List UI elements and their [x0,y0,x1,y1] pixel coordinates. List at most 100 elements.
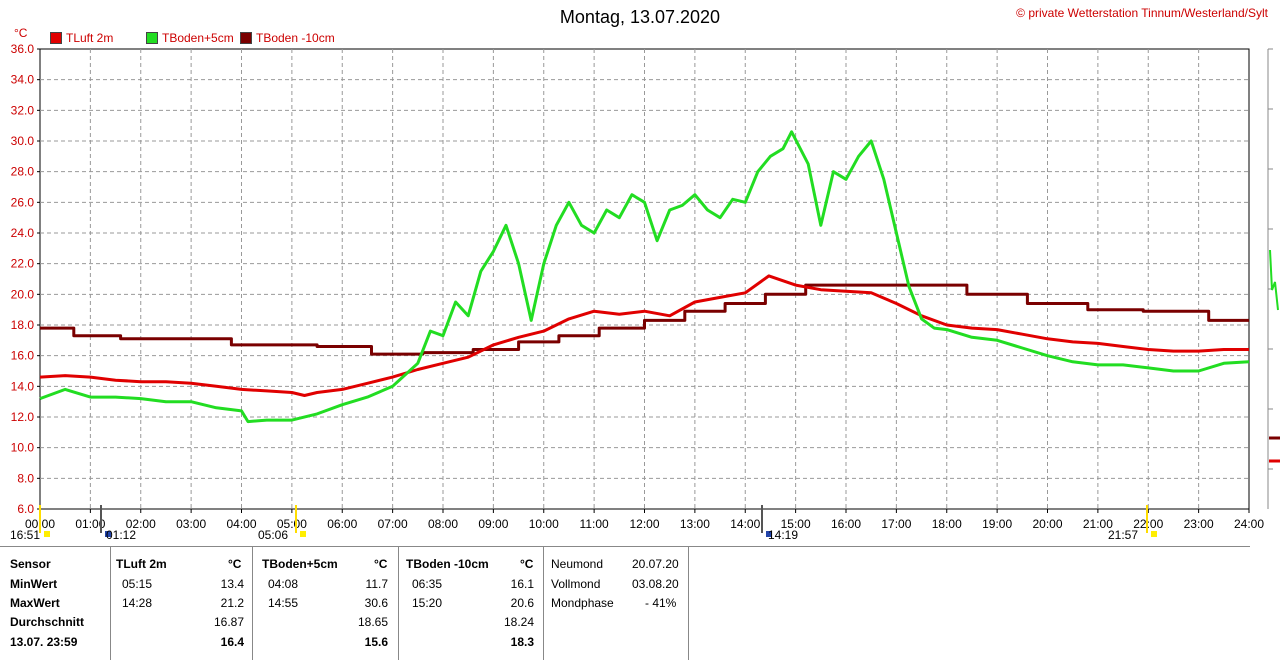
tboden10-min: 16.1 [510,577,534,591]
header-unit: °C [520,557,534,571]
tboden5-max-time: 14:55 [268,596,299,610]
tboden5-min-time: 04:08 [268,577,299,591]
x-tick-label: 24:00 [1234,517,1264,531]
header-tluft: TLuft 2m [116,557,167,571]
x-tick-label: 07:00 [378,517,408,531]
sun-icon [1151,531,1157,537]
mini-series-tboden5 [1269,249,1279,311]
table-divider [543,546,544,660]
header-tboden10: TBoden -10cm [406,557,489,571]
x-tick-label: 10:00 [529,517,559,531]
x-tick-label: 14:00 [730,517,760,531]
x-tick-label: 01:00 [75,517,105,531]
legend-swatch [50,32,62,44]
x-tick-label: 18:00 [932,517,962,531]
y-tick-label: 30.0 [11,134,35,148]
y-tick-label: 28.0 [11,165,35,179]
table-divider [398,546,399,660]
marker-time-label: 05:06 [258,528,289,542]
y-tick-label: 36.0 [11,42,35,56]
chart-title: Montag, 13.07.2020 [559,7,721,27]
sun-moon-markers [39,505,1157,537]
tboden5-avg: 18.65 [357,615,388,629]
table-divider [252,546,253,660]
tluft-current: 16.4 [220,635,244,649]
sun-icon [300,531,306,537]
tboden10-avg: 18.24 [503,615,534,629]
x-tick-label: 17:00 [881,517,911,531]
x-tick-label: 02:00 [126,517,156,531]
table-divider [688,546,689,660]
copyright-label: © private Wetterstation Tinnum/Westerlan… [1016,6,1268,20]
legend-item-tluft: TLuft 2m [50,31,113,45]
marker-time-label: 16:51 [10,528,41,542]
x-tick-label: 06:00 [327,517,357,531]
right-mini-panel [1267,48,1280,509]
moon-icon [766,531,772,537]
legend-item-tboden5: TBoden+5cm [146,31,234,45]
x-axis-ticks: 00:0001:0002:0003:0004:0005:0006:0007:00… [25,509,1264,531]
y-tick-label: 8.0 [17,471,34,485]
vollmond-label: Vollmond [551,577,601,591]
chart-series [39,130,1250,424]
tboden5-min: 11.7 [365,577,388,591]
y-tick-label: 14.0 [11,379,35,393]
y-tick-label: 24.0 [11,226,35,240]
y-axis-unit: °C [14,26,28,40]
table-divider [110,546,111,660]
x-tick-label: 12:00 [629,517,659,531]
x-tick-label: 22:00 [1133,517,1163,531]
marker-time-label: 21:57 [1108,528,1139,542]
row-label-current: 13.07. 23:59 [10,635,78,649]
header-sensor: Sensor [10,557,51,571]
tluft-min-time: 05:15 [122,577,153,591]
neumond-label: Neumond [551,557,604,571]
legend-label: TBoden+5cm [162,31,234,45]
tluft-min: 13.4 [220,577,244,591]
x-tick-label: 20:00 [1032,517,1062,531]
neumond-date: 20.07.20 [632,557,679,571]
y-axis-ticks: 6.0 8.0 10.0 12.0 14.0 16.0 18.0 20.0 22.0 24.0 26… [11,42,40,516]
series-line-tluft [39,274,1249,397]
legend-item-tboden10: TBoden -10cm [240,31,335,45]
tboden10-min-time: 06:35 [412,577,443,591]
tboden10-max-time: 15:20 [412,596,443,610]
copyright-text: private Wetterstation Tinnum/Westerland/… [1028,6,1268,20]
y-tick-label: 10.0 [11,441,35,455]
table-top-border [0,546,1250,547]
header-unit: °C [228,557,242,571]
y-tick-label: 20.0 [11,287,35,301]
x-tick-label: 04:00 [226,517,256,531]
x-tick-label: 23:00 [1184,517,1214,531]
y-tick-label: 26.0 [11,195,35,209]
tboden5-current: 15.6 [364,635,388,649]
x-tick-label: 13:00 [680,517,710,531]
temperature-chart: 6.0 8.0 10.0 12.0 14.0 16.0 18.0 20.0 22.0 24.0 26… [11,42,1280,537]
y-tick-label: 18.0 [11,318,35,332]
mondphase-label: Mondphase [551,596,614,610]
chart-grid [39,48,1250,510]
x-tick-label: 16:00 [831,517,861,531]
x-tick-label: 19:00 [982,517,1012,531]
series-line-tboden10 [40,283,1249,356]
legend-label: TLuft 2m [66,31,114,45]
legend-swatch [146,32,158,44]
legend-swatch [240,32,252,44]
moon-icon [105,531,111,537]
row-label-max: MaxWert [10,596,60,610]
row-label-min: MinWert [10,577,58,591]
x-tick-label: 09:00 [478,517,508,531]
tluft-avg: 16.87 [213,615,244,629]
y-tick-label: 34.0 [11,73,35,87]
marker-time-label: 01:12 [106,528,137,542]
row-label-avg: Durchschnitt [10,615,85,629]
x-tick-label: 03:00 [176,517,206,531]
x-tick-label: 08:00 [428,517,458,531]
header-tboden5: TBoden+5cm [262,557,338,571]
header-unit: °C [374,557,388,571]
legend-label: TBoden -10cm [256,31,335,45]
y-tick-label: 16.0 [11,349,35,363]
tboden10-max: 20.6 [510,596,534,610]
stats-table: Sensor MinWert MaxWert Durchschnitt 13.0… [0,546,1280,662]
tboden5-max: 30.6 [364,596,388,610]
